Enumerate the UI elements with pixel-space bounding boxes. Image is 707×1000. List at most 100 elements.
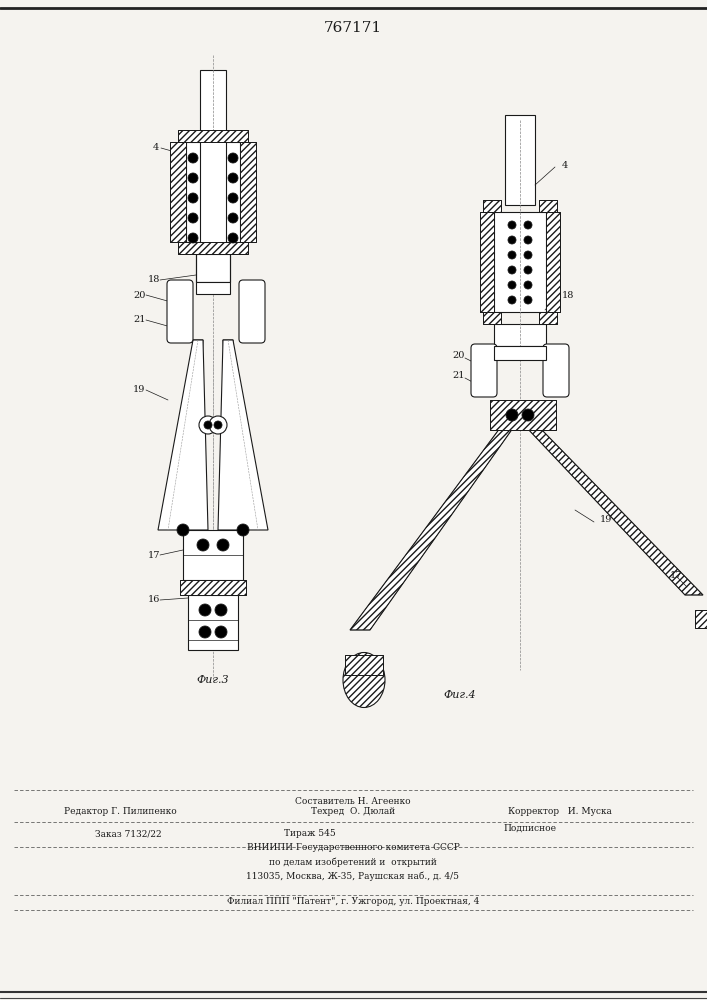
Circle shape bbox=[188, 233, 198, 243]
Text: 19: 19 bbox=[600, 516, 612, 524]
Circle shape bbox=[215, 604, 227, 616]
Bar bbox=[183, 530, 243, 580]
Circle shape bbox=[188, 153, 198, 163]
Circle shape bbox=[209, 416, 227, 434]
Circle shape bbox=[188, 213, 198, 223]
Text: Корректор   И. Муска: Корректор И. Муска bbox=[508, 808, 612, 816]
Circle shape bbox=[188, 193, 198, 203]
Bar bbox=[345, 655, 383, 675]
Bar bbox=[178, 130, 248, 142]
Polygon shape bbox=[350, 428, 513, 630]
Circle shape bbox=[508, 266, 516, 274]
Text: Составитель Н. Агеенко: Составитель Н. Агеенко bbox=[296, 798, 411, 806]
Bar bbox=[200, 130, 226, 254]
Circle shape bbox=[508, 236, 516, 244]
Text: Подписное: Подписное bbox=[503, 824, 556, 832]
Bar bbox=[196, 254, 230, 282]
Text: 18: 18 bbox=[148, 275, 160, 284]
Circle shape bbox=[508, 251, 516, 259]
Circle shape bbox=[508, 221, 516, 229]
Circle shape bbox=[524, 296, 532, 304]
Polygon shape bbox=[527, 428, 703, 595]
Bar bbox=[170, 142, 186, 242]
Text: 21: 21 bbox=[133, 316, 146, 324]
Bar bbox=[490, 400, 556, 430]
Text: 20: 20 bbox=[452, 352, 464, 360]
Circle shape bbox=[228, 193, 238, 203]
Bar bbox=[345, 655, 383, 675]
Text: 19: 19 bbox=[133, 385, 146, 394]
Text: ВНИИПИ Государственного комитета СССР: ВНИИПИ Государственного комитета СССР bbox=[247, 844, 460, 852]
FancyBboxPatch shape bbox=[543, 344, 569, 397]
Bar bbox=[539, 312, 557, 324]
Bar bbox=[170, 142, 186, 242]
Circle shape bbox=[199, 604, 211, 616]
Text: 20: 20 bbox=[133, 290, 146, 300]
Text: Редактор Г. Пилипенко: Редактор Г. Пилипенко bbox=[64, 808, 176, 816]
Bar bbox=[539, 200, 557, 212]
Bar bbox=[483, 312, 501, 324]
Circle shape bbox=[524, 236, 532, 244]
FancyBboxPatch shape bbox=[239, 280, 265, 343]
Circle shape bbox=[228, 213, 238, 223]
Circle shape bbox=[199, 416, 217, 434]
Bar bbox=[240, 142, 256, 242]
Circle shape bbox=[199, 626, 211, 638]
Text: 21: 21 bbox=[452, 371, 464, 380]
Bar bbox=[505, 115, 535, 205]
Bar bbox=[695, 610, 707, 628]
Bar bbox=[494, 324, 546, 346]
Circle shape bbox=[524, 251, 532, 259]
Bar bbox=[178, 242, 248, 254]
Text: Фиг.3: Фиг.3 bbox=[197, 675, 229, 685]
Bar bbox=[188, 595, 238, 650]
Text: 16: 16 bbox=[148, 595, 160, 604]
Text: 18: 18 bbox=[562, 290, 574, 300]
Bar bbox=[490, 400, 556, 430]
Circle shape bbox=[508, 296, 516, 304]
Circle shape bbox=[217, 539, 229, 551]
Bar bbox=[539, 312, 557, 324]
Bar bbox=[546, 212, 560, 312]
Bar bbox=[494, 212, 546, 312]
Circle shape bbox=[237, 524, 249, 536]
Circle shape bbox=[506, 409, 518, 421]
Bar bbox=[480, 212, 538, 312]
Bar bbox=[546, 212, 560, 312]
Circle shape bbox=[522, 409, 534, 421]
Circle shape bbox=[524, 221, 532, 229]
Bar bbox=[180, 580, 246, 595]
Circle shape bbox=[524, 281, 532, 289]
Circle shape bbox=[228, 153, 238, 163]
Bar bbox=[480, 212, 494, 312]
Bar bbox=[483, 200, 501, 212]
Text: по делам изобретений и  открытий: по делам изобретений и открытий bbox=[269, 857, 437, 867]
Text: 4: 4 bbox=[153, 143, 159, 152]
Polygon shape bbox=[158, 340, 208, 530]
Bar bbox=[180, 580, 246, 595]
Bar bbox=[196, 282, 230, 294]
Bar bbox=[695, 610, 707, 628]
Circle shape bbox=[508, 281, 516, 289]
Bar bbox=[494, 346, 546, 360]
Ellipse shape bbox=[343, 652, 385, 708]
Bar bbox=[200, 70, 226, 145]
Bar bbox=[539, 200, 557, 212]
Text: Техред  О. Дюлай: Техред О. Дюлай bbox=[311, 808, 395, 816]
Circle shape bbox=[215, 626, 227, 638]
FancyBboxPatch shape bbox=[471, 344, 497, 397]
Text: 17: 17 bbox=[670, 570, 682, 580]
Circle shape bbox=[197, 539, 209, 551]
Bar bbox=[480, 212, 494, 312]
Bar bbox=[186, 142, 240, 242]
Text: Фиг.4: Фиг.4 bbox=[444, 690, 477, 700]
Polygon shape bbox=[218, 340, 268, 530]
Circle shape bbox=[228, 173, 238, 183]
Circle shape bbox=[214, 421, 222, 429]
Bar bbox=[178, 130, 248, 142]
Bar bbox=[240, 142, 256, 242]
Text: 767171: 767171 bbox=[324, 21, 382, 35]
FancyBboxPatch shape bbox=[167, 280, 193, 343]
Polygon shape bbox=[223, 340, 243, 530]
Text: 113035, Москва, Ж-35, Раушская наб., д. 4/5: 113035, Москва, Ж-35, Раушская наб., д. … bbox=[247, 871, 460, 881]
